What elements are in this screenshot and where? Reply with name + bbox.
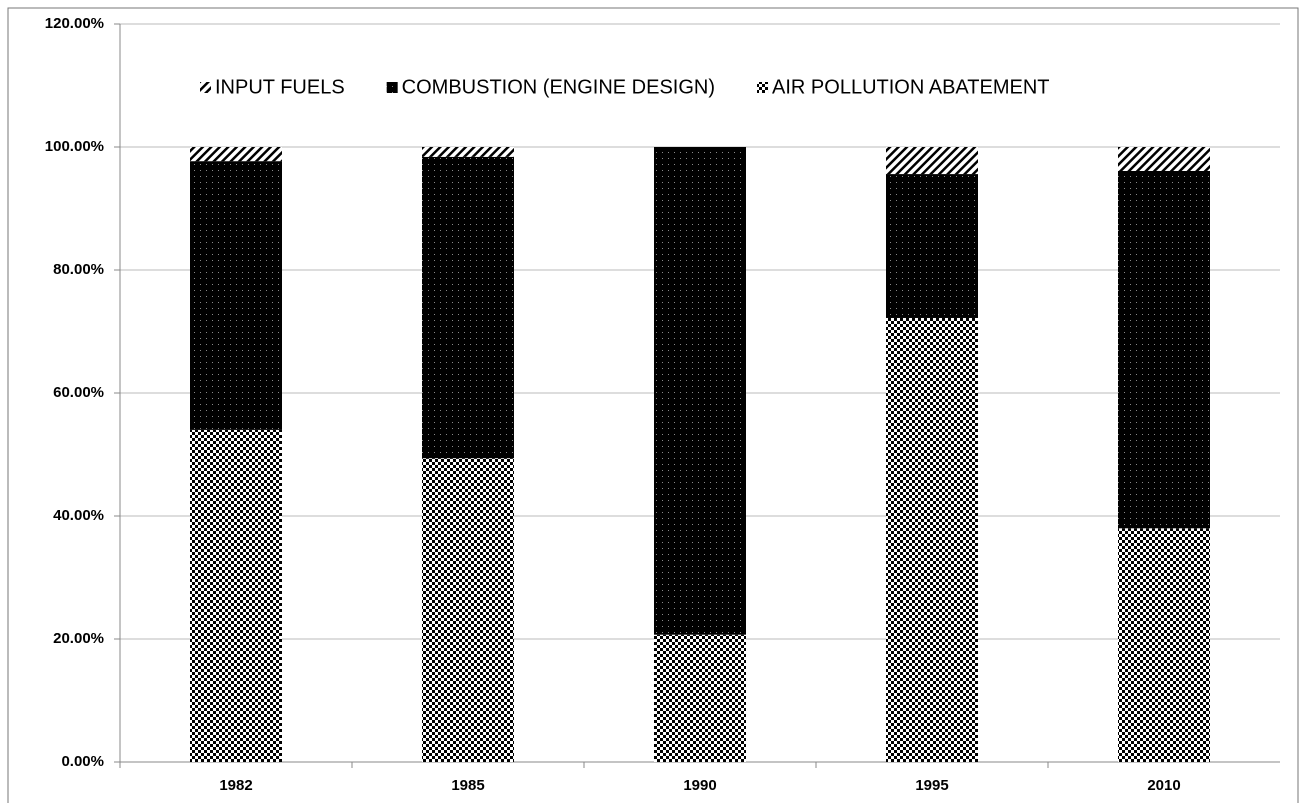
- legend-label: AIR POLLUTION ABATEMENT: [772, 76, 1049, 98]
- bar-segment: [654, 147, 746, 635]
- chart-border: [7, 7, 1299, 803]
- legend-marker: [200, 82, 211, 93]
- bar-segment: [190, 147, 282, 162]
- y-tick-label: 20.00%: [53, 630, 104, 647]
- bar-segment: [190, 429, 282, 762]
- x-tick-label: 1990: [683, 777, 716, 794]
- bar-segment: [422, 156, 514, 459]
- y-tick-label: 120.00%: [45, 15, 104, 32]
- legend-label: COMBUSTION (ENGINE DESIGN): [402, 76, 715, 98]
- bar-segment: [886, 174, 978, 318]
- y-tick-label: 60.00%: [53, 384, 104, 401]
- x-tick-label: 1982: [219, 777, 252, 794]
- legend-marker: [386, 82, 398, 93]
- bar-segment: [1118, 528, 1210, 762]
- bar-segment: [190, 161, 282, 430]
- x-tick-label: 1995: [915, 777, 948, 794]
- x-tick-label: 2010: [1147, 777, 1180, 794]
- y-tick-label: 80.00%: [53, 261, 104, 278]
- bar-segment: [654, 634, 746, 762]
- y-tick-label: 0.00%: [61, 753, 104, 770]
- bar-segment: [422, 147, 514, 157]
- legend-marker: [757, 82, 769, 93]
- legend-label: INPUT FUELS: [215, 76, 345, 98]
- bar-segment: [1118, 170, 1210, 529]
- y-tick-label: 40.00%: [53, 507, 104, 524]
- bar-segment: [1118, 147, 1210, 171]
- bar-segment: [886, 147, 978, 175]
- y-tick-label: 100.00%: [45, 138, 104, 155]
- bar-segment: [886, 317, 978, 762]
- bar-segment: [422, 458, 514, 762]
- x-tick-label: 1985: [451, 777, 484, 794]
